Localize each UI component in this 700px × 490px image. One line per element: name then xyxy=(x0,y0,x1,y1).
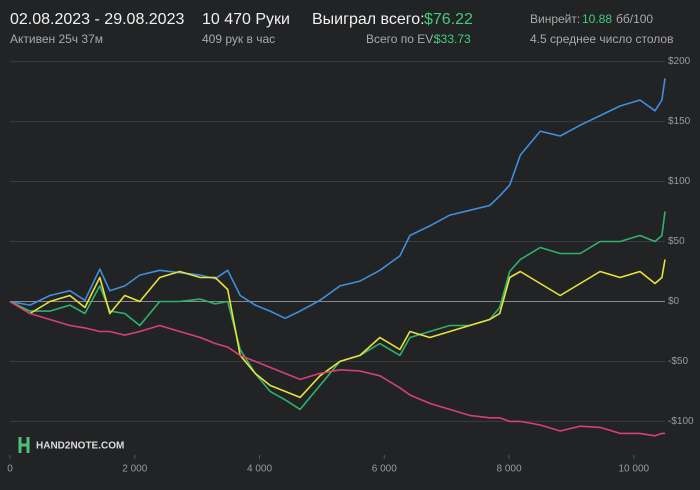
x-tick-label: 8 000 xyxy=(497,464,522,475)
series-line xyxy=(9,78,666,320)
x-tick-label: 2 000 xyxy=(122,464,147,475)
hands: 10 470 Руки xyxy=(202,11,290,28)
y-tick-label: -$50 xyxy=(668,356,688,367)
tables: 4.5 среднее число столов xyxy=(530,32,673,46)
active-time: Активен 25ч 37м xyxy=(10,32,103,46)
x-tick-label: 10 000 xyxy=(619,464,650,475)
y-tick-label: $150 xyxy=(668,116,691,127)
series-line xyxy=(9,300,665,437)
winrate-label: Винрейт: xyxy=(530,12,580,26)
hands-per-hour: 409 рук в час xyxy=(202,32,275,46)
won-label: Выиграл всего: xyxy=(312,11,425,28)
winrate-value: 10.88 xyxy=(582,12,612,26)
y-tick-label: $0 xyxy=(668,296,680,307)
y-tick-label: $200 xyxy=(668,56,691,67)
ev-value: $33.73 xyxy=(434,32,471,46)
x-tick-label: 6 000 xyxy=(372,464,397,475)
logo: HAND2NOTE.COM xyxy=(18,437,124,453)
series-line xyxy=(9,259,666,399)
x-tick-label: 0 xyxy=(7,464,13,475)
x-tick-label: 4 000 xyxy=(247,464,272,475)
ev-label: Всего по EV: xyxy=(366,32,436,46)
y-tick-label: $50 xyxy=(668,236,685,247)
y-tick-label: -$100 xyxy=(668,416,694,427)
date-range: 02.08.2023 - 29.08.2023 xyxy=(10,11,184,28)
won-value: $76.22 xyxy=(424,11,473,28)
y-tick-label: $100 xyxy=(668,176,691,187)
winrate-unit: бб/100 xyxy=(616,12,653,26)
watermark: HAND2NOTE.COM xyxy=(36,441,124,452)
